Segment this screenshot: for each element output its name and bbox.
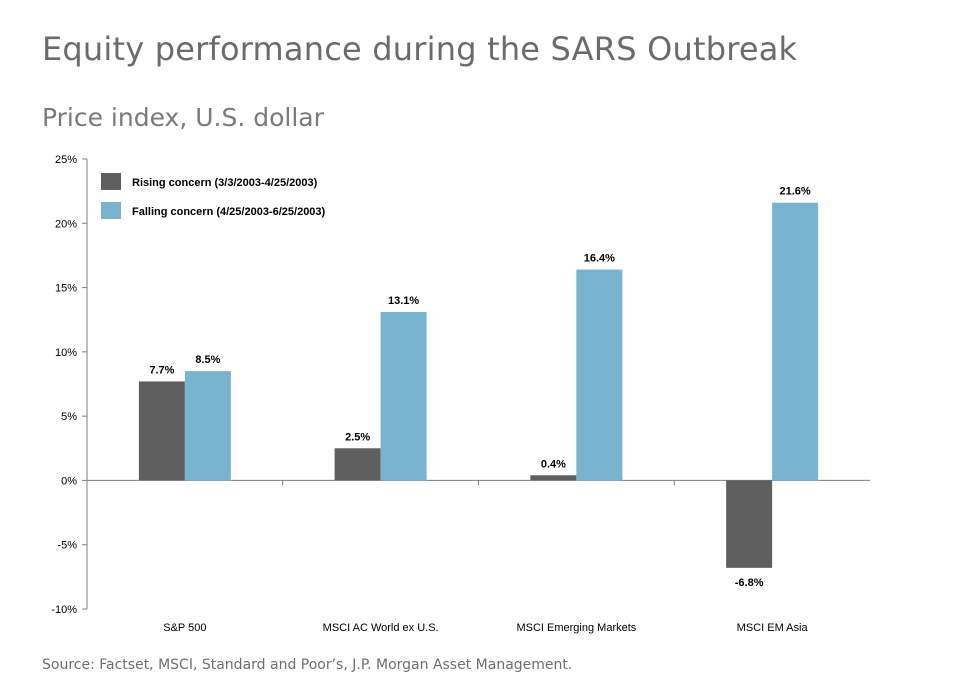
category-label: MSCI EM Asia — [737, 622, 809, 634]
y-tick-label: 0% — [61, 475, 77, 487]
chart-title: Equity performance during the SARS Outbr… — [42, 30, 798, 68]
bar-rising — [726, 480, 773, 568]
category-label: S&P 500 — [163, 622, 206, 634]
bar-falling — [772, 202, 819, 481]
bar-falling — [380, 312, 427, 481]
data-label: -6.8% — [735, 577, 764, 589]
source-note: Source: Factset, MSCI, Standard and Poor… — [42, 657, 573, 673]
bar-falling — [576, 269, 623, 481]
legend-label: Rising concern (3/3/2003-4/25/2003) — [132, 177, 318, 189]
category-label: MSCI Emerging Markets — [516, 622, 636, 634]
category-label: MSCI AC World ex U.S. — [323, 622, 439, 634]
y-tick-label: 5% — [61, 411, 77, 423]
y-tick-label: -10% — [51, 604, 77, 616]
legend-swatch-falling — [101, 202, 121, 219]
data-label: 8.5% — [195, 354, 220, 366]
y-tick-label: 10% — [55, 347, 77, 359]
bar-rising — [334, 448, 381, 481]
data-label: 16.4% — [584, 253, 615, 265]
y-tick-label: 25% — [55, 154, 77, 166]
y-tick-label: -5% — [57, 540, 77, 552]
bar-rising — [530, 475, 577, 481]
legend-swatch-rising — [101, 173, 121, 190]
data-label: 21.6% — [780, 186, 811, 198]
y-tick-label: 15% — [55, 283, 77, 295]
legend-label: Falling concern (4/25/2003-6/25/2003) — [132, 206, 326, 218]
data-label: 0.4% — [541, 458, 566, 470]
data-label: 13.1% — [388, 295, 419, 307]
bar-rising — [138, 381, 185, 481]
data-label: 2.5% — [345, 431, 370, 443]
chart-subtitle: Price index, U.S. dollar — [42, 103, 324, 132]
bar-falling — [184, 371, 231, 481]
y-tick-label: 20% — [55, 218, 77, 230]
data-label: 7.7% — [149, 364, 174, 376]
